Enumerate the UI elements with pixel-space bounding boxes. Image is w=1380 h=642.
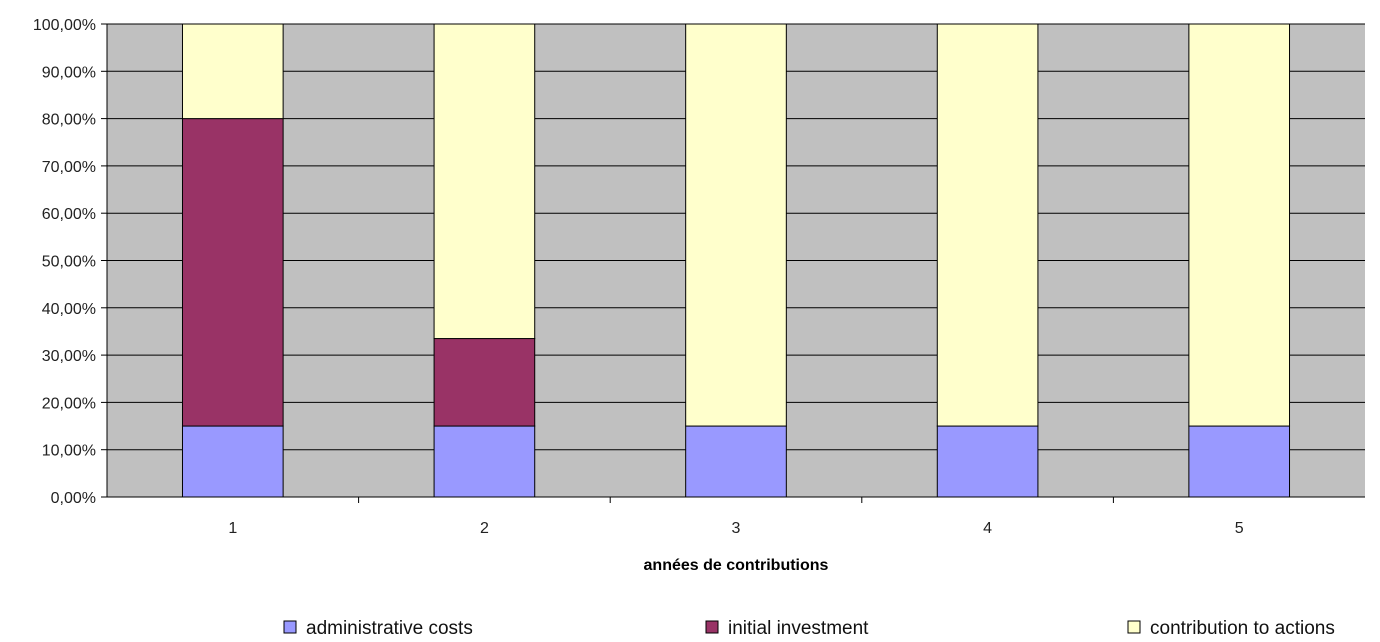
bar-segment (181, 118, 284, 427)
y-tick-label: 70,00% (42, 159, 96, 176)
bar-segment (1188, 23, 1291, 427)
legend-label: contribution to actions (1150, 618, 1335, 639)
bar-segment (936, 23, 1039, 427)
x-tick-label: 2 (480, 520, 489, 537)
legend-label: initial investment (728, 618, 869, 639)
bar-segment (433, 425, 536, 498)
x-axis-label: années de contributions (644, 557, 829, 574)
bar-segment (181, 23, 284, 120)
legend-swatch (705, 620, 719, 634)
y-tick-label: 10,00% (42, 443, 96, 460)
bar-segment (181, 425, 284, 498)
bars (181, 23, 1291, 498)
y-tick-label: 0,00% (51, 490, 96, 507)
bar-segment (1188, 425, 1291, 498)
y-tick-label: 20,00% (42, 395, 96, 412)
x-tick-label: 4 (983, 520, 992, 537)
x-tick-label: 3 (732, 520, 741, 537)
y-tick-label: 50,00% (42, 254, 96, 271)
legend-label: administrative costs (306, 618, 473, 639)
y-tick-label: 100,00% (33, 17, 96, 34)
legend: administrative costs initial investment co… (283, 618, 1335, 639)
bar-segment (433, 23, 536, 340)
y-tick-label: 80,00% (42, 112, 96, 129)
y-tick-label: 30,00% (42, 348, 96, 365)
y-tick-label: 90,00% (42, 64, 96, 81)
bar-segment (685, 23, 787, 427)
legend-swatch (1127, 620, 1141, 634)
bar-segment (685, 425, 787, 498)
y-tick-label: 40,00% (42, 301, 96, 318)
bar-segment (433, 338, 536, 427)
y-tick-label: 60,00% (42, 206, 96, 223)
bar-segment (936, 425, 1039, 498)
x-tick-label: 5 (1235, 520, 1244, 537)
x-tick-label: 1 (228, 520, 237, 537)
legend-swatch (283, 620, 297, 634)
axes (101, 23, 1365, 503)
y-tick-labels: 0,00% 10,00% 20,00% 30,00% 40,00% 50,00% 60,00… (33, 17, 96, 507)
x-tick-labels: 1 2 3 4 5 (228, 520, 1243, 537)
